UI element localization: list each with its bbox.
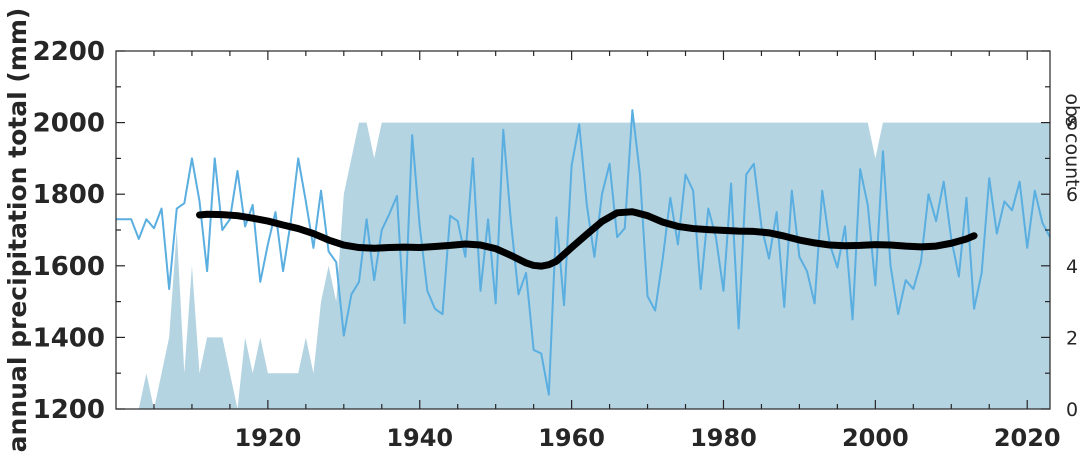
x-tick-label: 1920 (234, 424, 301, 452)
y-tick-label-left: 2000 (33, 109, 105, 139)
y-tick-label-right: 6 (1066, 184, 1078, 206)
y-tick-label-right: 4 (1066, 256, 1078, 278)
x-tick-label: 1940 (386, 424, 453, 452)
y-tick-label-left: 2200 (33, 37, 105, 67)
x-tick-label: 2000 (842, 424, 909, 452)
y-tick-label-left: 1800 (33, 180, 105, 210)
y-tick-label-left: 1600 (33, 252, 105, 282)
x-tick-label: 2020 (994, 424, 1061, 452)
x-tick-label: 1960 (538, 424, 605, 452)
obs-count-area-layer (116, 122, 1050, 409)
axes (115, 50, 1051, 410)
obs-count-area (116, 122, 1050, 409)
y-axis-label-right: obs count (1061, 93, 1083, 186)
y-tick-label-left: 1400 (33, 323, 105, 353)
tick-labels: 1920 1940 1960 1980 2000 2020 1200 1400 1600 1800… (33, 37, 1078, 452)
annual-precipitation-line (116, 109, 1051, 396)
y-tick-label-left: 1200 (33, 395, 105, 425)
y-tick-label-right: 0 (1066, 399, 1078, 421)
y-tick-label-right: 2 (1066, 327, 1078, 349)
series-line-layer (116, 109, 1051, 396)
y-tick-label-right: 8 (1066, 113, 1078, 135)
x-tick-label: 1980 (690, 424, 757, 452)
y-axis-label-left: annual precipitation total (mm) (3, 8, 32, 453)
smoothed-trend-line (196, 208, 978, 270)
